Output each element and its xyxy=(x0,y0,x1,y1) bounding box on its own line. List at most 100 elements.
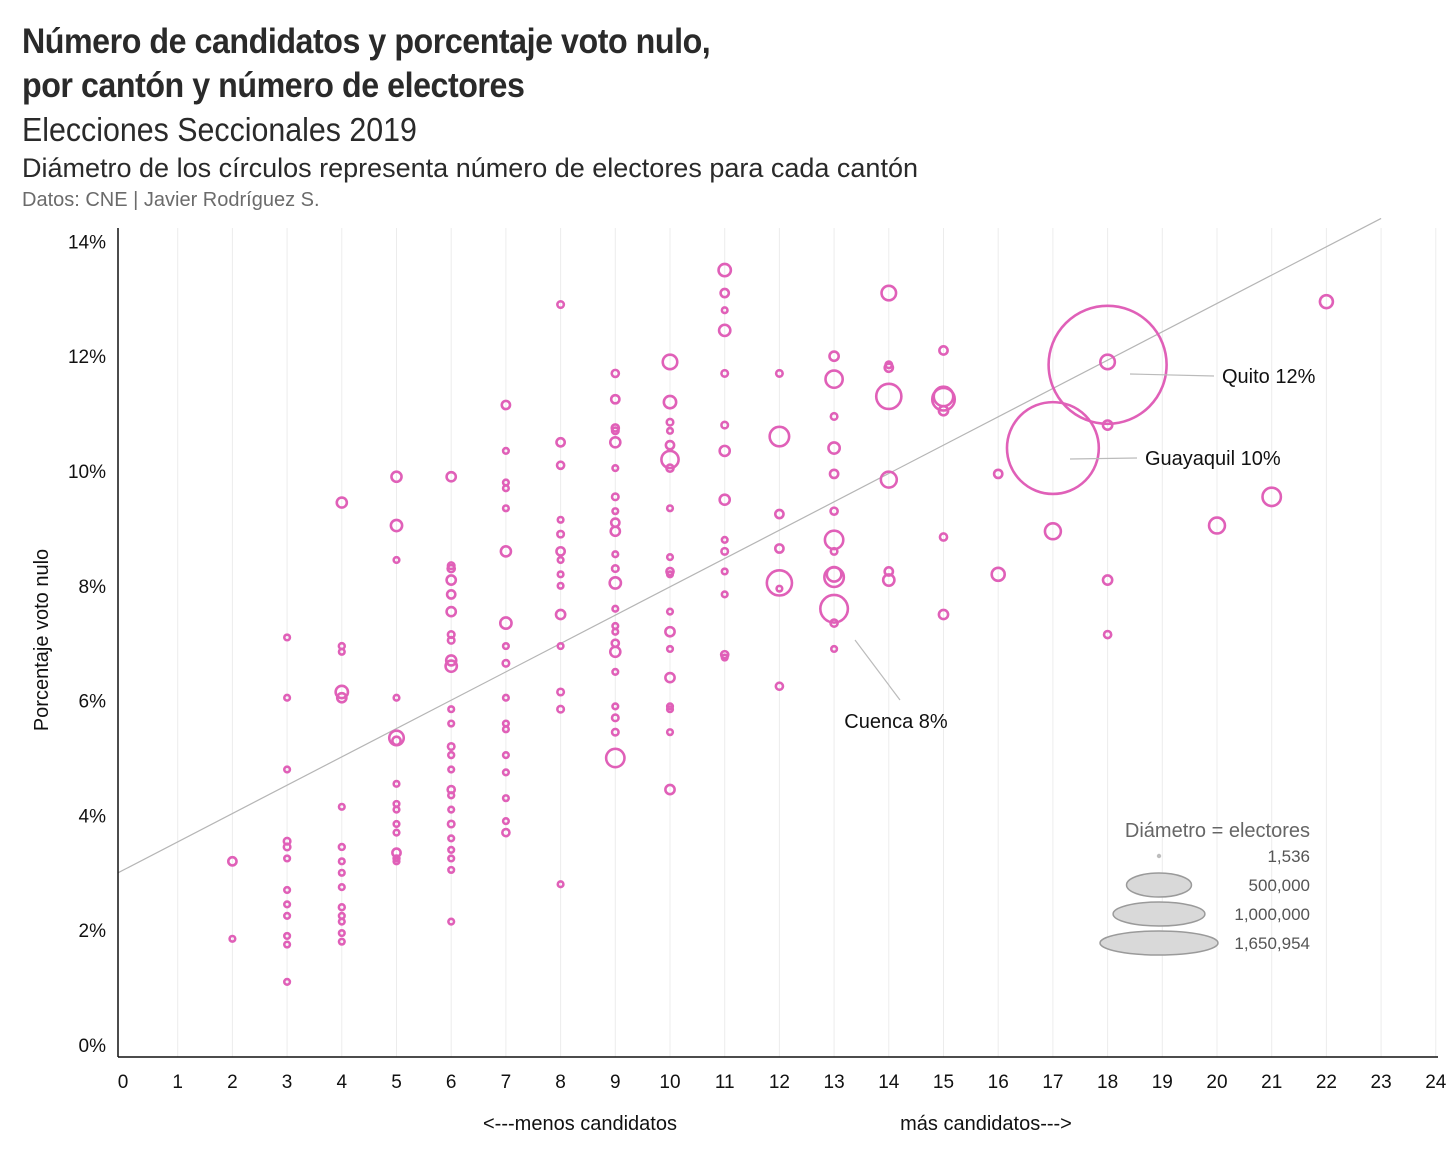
bubble-x12-y7.95 xyxy=(775,584,784,593)
bubble-x7-y9.7 xyxy=(501,484,511,493)
bubble-x4-y6.05 xyxy=(335,691,348,704)
bubble-x10-y9.35 xyxy=(665,504,675,513)
x-tick-1: 1 xyxy=(172,1072,183,1093)
bubble-x5-y8.45 xyxy=(392,555,401,565)
bubble-x13-y8.2 xyxy=(825,565,843,583)
bubble-x10-y5.45 xyxy=(665,728,675,737)
annotation-leader-quito xyxy=(1129,373,1215,377)
bubble-x5-y3.2 xyxy=(392,857,401,866)
bubble-x9-y8.05 xyxy=(608,576,623,590)
bubble-x18-y10.8 xyxy=(1101,419,1114,431)
x-tick-11: 11 xyxy=(715,1072,735,1093)
bubble-x10-y8.2 xyxy=(665,570,675,579)
x-axis-note-left: <---menos candidatos xyxy=(483,1113,677,1135)
legend-circle-2 xyxy=(1112,901,1206,927)
y-tick-10: 10% xyxy=(68,462,106,483)
bubble-x8-y2.8 xyxy=(556,880,565,889)
bubbles xyxy=(226,262,1335,986)
bubble-x5-y9.9 xyxy=(390,470,403,484)
bubble-x12-y6.25 xyxy=(774,681,785,692)
bubble-x9-y9.55 xyxy=(610,492,620,502)
bubble-x11-y8.6 xyxy=(720,546,730,556)
bubble-x11-y7.85 xyxy=(720,590,729,599)
bubble-x6-y5.05 xyxy=(446,750,456,760)
bubble-x17-y8.95 xyxy=(1043,522,1063,541)
bubble-x8-y8.9 xyxy=(556,529,566,539)
annotation-quito: Quito 12% xyxy=(1222,366,1316,388)
bubble-x10-y11.9 xyxy=(661,353,679,371)
x-tick-16: 16 xyxy=(988,1072,1009,1093)
bubble-x20-y9.05 xyxy=(1207,516,1227,535)
bubble-x11-y11.7 xyxy=(720,368,730,378)
bubble-x4-y3.45 xyxy=(337,842,347,852)
bubble-x4-y3.2 xyxy=(337,857,346,866)
bubble-x12-y8.05 xyxy=(765,569,794,597)
bubble-x8-y6.95 xyxy=(556,641,565,651)
bubble-x3-y3.25 xyxy=(283,854,292,863)
x-tick-12: 12 xyxy=(769,1072,790,1093)
bubble-x8-y7.5 xyxy=(554,608,567,621)
bubble-x6-y8.3 xyxy=(446,563,457,574)
bubble-x13-y9.95 xyxy=(828,468,840,480)
legend-label-1: 500,000 xyxy=(1249,876,1310,895)
chart-description: Diámetro de los círculos representa núme… xyxy=(22,153,918,183)
bubble-x6-y4.8 xyxy=(447,765,456,774)
bubble-x14-y8.25 xyxy=(883,566,895,577)
bubble-x13-y6.9 xyxy=(829,644,839,654)
bubble-x9-y5.7 xyxy=(610,713,620,723)
bubble-x6-y4.1 xyxy=(447,805,456,814)
bubble-x11-y8.8 xyxy=(720,535,729,544)
bubble-x6-y7.05 xyxy=(446,635,456,645)
y-tick-12: 12% xyxy=(68,347,106,368)
annotations: Quito 12% Guayaquil 10% Cuenca 8% xyxy=(844,366,1315,733)
x-tick-10: 10 xyxy=(659,1072,680,1093)
bubble-x9-y10.75 xyxy=(610,423,621,433)
bubble-x6-y6.6 xyxy=(444,659,459,674)
bubble-x10-y7.2 xyxy=(664,625,676,638)
bubble-x14-y11.3 xyxy=(874,382,903,411)
bubble-x5-y4.55 xyxy=(392,779,401,788)
bubble-x17-y10.4 xyxy=(1005,400,1101,496)
bubble-x4-y2.4 xyxy=(337,903,347,912)
bubble-x10-y10.2 xyxy=(660,449,680,470)
gridlines xyxy=(177,228,1437,1057)
bubble-x18-y11.9 xyxy=(1099,353,1117,371)
legend-label-0: 1,536 xyxy=(1267,847,1310,866)
bubble-x7-y6.95 xyxy=(501,641,511,651)
x-tick-4: 4 xyxy=(337,1072,348,1093)
bubble-x5-y6.05 xyxy=(392,693,401,702)
bubble-x15-y8.85 xyxy=(938,532,949,542)
bubble-x3-y3.45 xyxy=(282,842,292,852)
bubble-x13-y7.6 xyxy=(819,593,850,624)
bubble-x6-y7.55 xyxy=(445,605,458,618)
x-axis-note-right: más candidatos---> xyxy=(900,1113,1072,1135)
bubble-x16-y8.2 xyxy=(990,566,1006,583)
bubble-x10-y6.9 xyxy=(665,644,675,654)
bubble-x13-y10.4 xyxy=(827,441,842,455)
bubble-x4-y9.45 xyxy=(335,496,349,509)
bubble-x10-y10.85 xyxy=(665,417,675,427)
bubble-x10-y7.55 xyxy=(665,607,675,616)
bubble-x9-y9.3 xyxy=(611,507,620,516)
bubble-x18-y11.85 xyxy=(1047,304,1168,426)
bubble-x4-y4.15 xyxy=(337,802,346,811)
annotation-guayaquil: Guayaquil 10% xyxy=(1145,448,1281,470)
bubble-x11-y12.8 xyxy=(720,306,729,315)
size-legend: Diámetro = electores 1,536 500,000 1,000,00… xyxy=(1099,820,1310,956)
bubble-x6-y4.35 xyxy=(446,791,456,800)
bubble-x6-y5.85 xyxy=(447,705,456,714)
bubble-x21-y9.55 xyxy=(1261,486,1283,508)
bubble-x7-y3.9 xyxy=(501,817,511,826)
bubble-x15-y7.5 xyxy=(937,608,950,621)
bubble-x18-y7.15 xyxy=(1102,629,1113,640)
bubble-x12-y10.6 xyxy=(768,425,791,448)
bubble-x6-y3.05 xyxy=(447,865,456,875)
bubble-x10-y6.4 xyxy=(664,671,676,684)
x-tick-3: 3 xyxy=(282,1072,293,1093)
bubble-x9-y11.25 xyxy=(609,393,621,405)
bubble-x12-y8.65 xyxy=(773,543,785,554)
chart-source: Datos: CNE | Javier Rodríguez S. xyxy=(22,189,320,211)
bubble-x11-y8.25 xyxy=(720,567,729,576)
bubble-x8-y12.9 xyxy=(556,299,566,310)
bubble-x5-y3.85 xyxy=(392,819,401,829)
